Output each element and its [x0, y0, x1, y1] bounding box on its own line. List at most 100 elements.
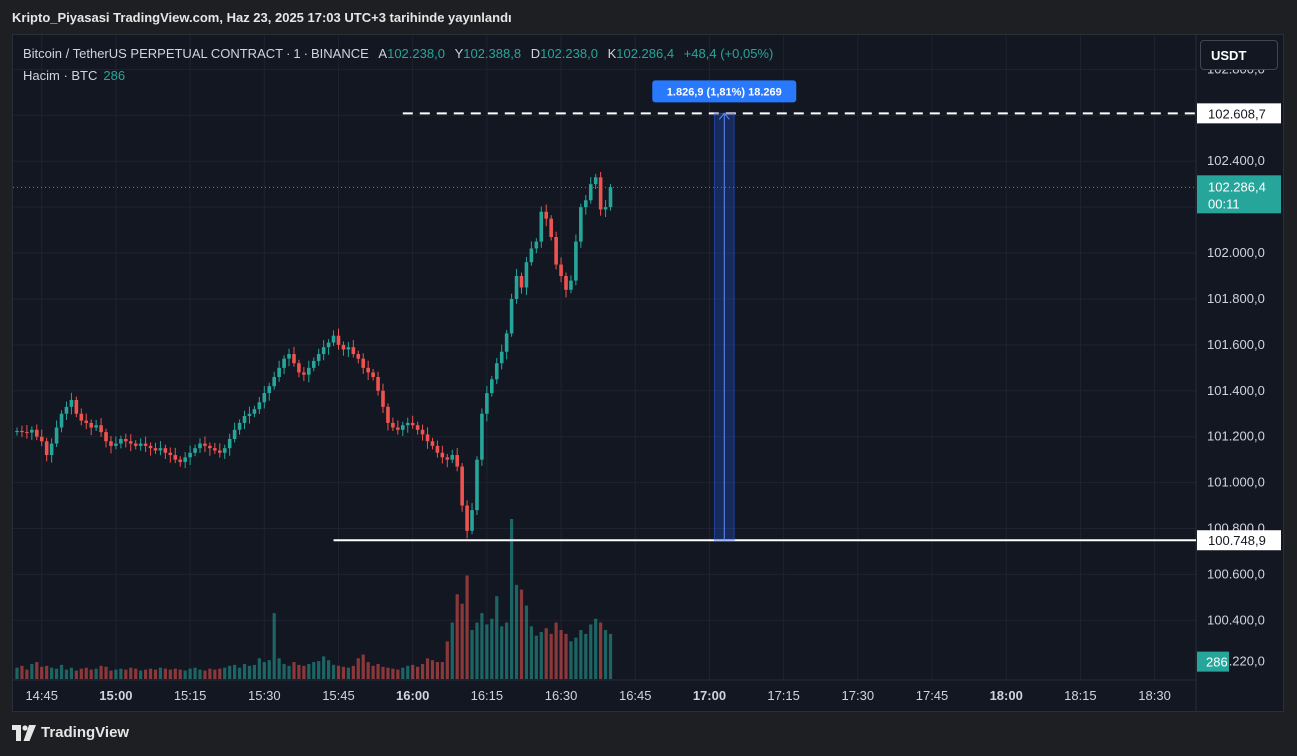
candle-body: [321, 347, 326, 355]
tradingview-brand-text: TradingView: [41, 724, 130, 741]
volume-bar: [168, 669, 172, 679]
candle-body: [173, 455, 178, 460]
volume-bar: [603, 630, 608, 679]
volume-bar: [134, 668, 138, 679]
volume-bar: [519, 589, 524, 679]
candle-body: [326, 342, 331, 348]
volume-bar: [124, 669, 128, 679]
candle-body: [420, 429, 425, 435]
volume-bar: [40, 666, 44, 679]
candle-body: [519, 276, 524, 288]
x-tick-label: 16:15: [471, 688, 504, 703]
volume-current-label: 286: [1206, 655, 1228, 670]
candle-body: [114, 443, 118, 446]
volume-bar: [54, 668, 59, 679]
tradingview-logo-icon: [12, 724, 36, 741]
volume-bar: [356, 658, 360, 679]
volume-bar: [445, 641, 449, 679]
candle-body: [361, 358, 366, 368]
candle-body: [499, 351, 504, 364]
candle-body: [371, 372, 375, 378]
candle-body: [396, 427, 400, 430]
volume-bar: [173, 668, 177, 679]
candle-body: [203, 443, 207, 446]
chart-frame[interactable]: 102.800,0102.600,0102.400,0102.200,0102.…: [12, 34, 1284, 712]
candle-body: [307, 367, 311, 375]
volume-bar: [292, 662, 296, 679]
candle-body: [257, 402, 262, 410]
x-tick-label: 16:45: [619, 688, 652, 703]
volume-bar: [15, 667, 19, 679]
volume-bar: [381, 666, 385, 679]
low-value: 102.238,0: [540, 46, 598, 61]
candle-body: [109, 441, 113, 446]
footer-brand[interactable]: TradingView: [12, 724, 129, 741]
candle-body: [336, 335, 341, 345]
volume-bar: [549, 633, 553, 679]
volume-bar: [594, 618, 598, 679]
x-tick-label: 15:30: [248, 688, 281, 703]
candle-body: [79, 413, 84, 421]
x-tick-label: 18:00: [990, 688, 1023, 703]
volume-bar: [435, 662, 440, 679]
x-tick-label: 16:00: [396, 688, 429, 703]
chart-canvas[interactable]: 102.800,0102.600,0102.400,0102.200,0102.…: [13, 35, 1283, 711]
measure-arrow-head-icon: [718, 112, 730, 120]
measure-label: 1.826,9 (1,81%) 18.269: [667, 86, 782, 98]
volume-bar: [554, 622, 558, 679]
measure-label-bg: [652, 80, 797, 103]
symbol-name[interactable]: Bitcoin / TetherUS PERPETUAL CONTRACT: [23, 46, 284, 61]
candle-body: [213, 448, 217, 451]
volume-bar: [485, 624, 489, 679]
candle-body: [49, 443, 54, 456]
volume-bar: [574, 637, 578, 679]
candle-body: [217, 450, 222, 453]
volume-bar: [505, 622, 509, 679]
candle-body: [74, 399, 79, 414]
candle-body: [564, 276, 568, 290]
volume-bar: [30, 663, 34, 679]
volume-bar: [64, 669, 69, 679]
candle-body: [198, 443, 202, 449]
candle-body: [410, 422, 415, 426]
volume-bar: [233, 664, 237, 679]
volume-bar: [287, 665, 291, 679]
candle-body: [94, 425, 98, 428]
y-tick-label: 100.400,0: [1207, 612, 1265, 627]
y-tick-label: 101.600,0: [1207, 337, 1265, 352]
candle-body: [183, 457, 187, 462]
candle-body: [193, 448, 197, 453]
candle-body: [232, 429, 237, 439]
candle-body: [99, 425, 103, 433]
candle-body: [39, 436, 44, 442]
candle-body: [148, 445, 153, 449]
candle-body: [400, 425, 405, 430]
exchange-name: BINANCE: [311, 46, 369, 61]
volume-bar: [262, 662, 266, 679]
volume-bar: [490, 618, 494, 679]
y-tick-label: 100.600,0: [1207, 566, 1265, 581]
volume-bar: [35, 662, 39, 679]
x-tick-label: 17:15: [767, 688, 800, 703]
x-tick-label: 18:30: [1138, 688, 1171, 703]
close-value: 102.286,4: [616, 46, 675, 61]
candle-body: [554, 236, 558, 265]
volume-bar: [89, 669, 93, 679]
volume-bar: [158, 667, 163, 679]
candle-body: [579, 207, 583, 242]
candle-body: [539, 211, 544, 242]
candle-body: [104, 432, 108, 442]
interval-value[interactable]: 1: [293, 46, 301, 61]
currency-button[interactable]: USDT: [1200, 40, 1278, 70]
last-price-label: 102.286,4: [1208, 179, 1266, 194]
volume-bar: [119, 668, 123, 679]
price-line-label-bg: [1197, 103, 1281, 124]
volume-label[interactable]: Hacim · BTC: [23, 68, 98, 83]
volume-bar: [317, 661, 321, 679]
x-tick-label: 16:30: [545, 688, 578, 703]
candle-body: [64, 406, 69, 414]
volume-bar: [59, 664, 64, 679]
volume-bar: [524, 605, 529, 679]
volume-bar: [322, 656, 326, 679]
volume-bar: [465, 575, 469, 679]
